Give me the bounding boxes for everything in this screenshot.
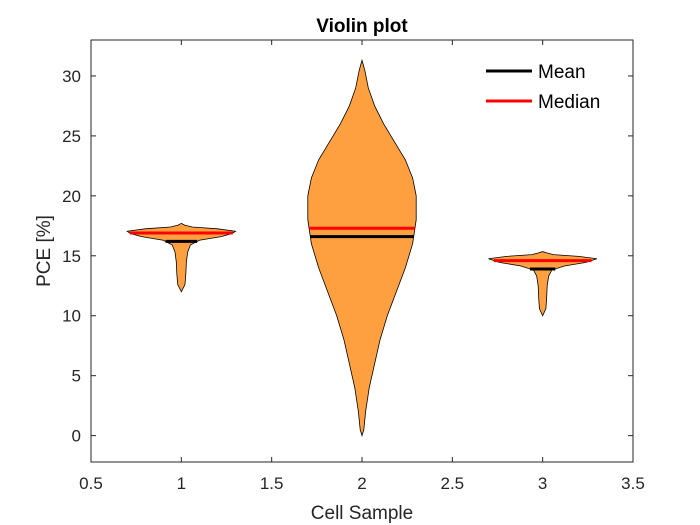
x-tick-label: 3.5 — [621, 474, 645, 493]
violin-group — [126, 58, 597, 438]
y-axis-label: PCE [%] — [34, 215, 55, 287]
legend: Mean Median — [486, 62, 600, 113]
x-tick-label: 1.5 — [260, 474, 284, 493]
x-axis-ticks: 0.5 1 1.5 2 2.5 3 3.5 — [79, 40, 645, 493]
x-tick-label: 0.5 — [79, 474, 103, 493]
x-tick-label: 1 — [177, 474, 186, 493]
x-tick-label: 2.5 — [441, 474, 465, 493]
y-tick-label: 20 — [62, 187, 81, 206]
y-tick-label: 30 — [62, 67, 81, 86]
y-tick-label: 25 — [62, 127, 81, 146]
x-axis-label: Cell Sample — [311, 503, 413, 524]
legend-median-label: Median — [538, 92, 600, 113]
y-tick-label: 10 — [62, 307, 81, 326]
y-tick-label: 0 — [72, 427, 81, 446]
chart-title: Violin plot — [316, 16, 408, 37]
y-tick-label: 15 — [62, 247, 81, 266]
violin-1 — [126, 222, 237, 293]
legend-mean-label: Mean — [538, 62, 586, 83]
stat-lines-group — [129, 226, 592, 271]
y-tick-label: 5 — [72, 367, 81, 386]
x-tick-label: 3 — [538, 474, 547, 493]
x-tick-label: 2 — [357, 474, 366, 493]
violin-2 — [307, 58, 417, 438]
y-axis-ticks: 0 5 10 15 20 25 30 — [62, 67, 633, 446]
violin-3 — [488, 251, 597, 317]
